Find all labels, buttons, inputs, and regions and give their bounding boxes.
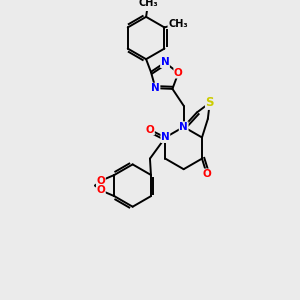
Text: O: O <box>97 185 105 195</box>
Text: O: O <box>97 176 105 186</box>
Text: O: O <box>174 68 183 78</box>
Text: N: N <box>179 122 188 132</box>
Text: N: N <box>161 133 170 142</box>
Text: N: N <box>160 58 169 68</box>
Text: CH₃: CH₃ <box>168 19 188 28</box>
Text: N: N <box>151 83 160 93</box>
Text: O: O <box>202 169 211 179</box>
Text: CH₃: CH₃ <box>138 0 158 8</box>
Text: S: S <box>206 96 214 110</box>
Text: O: O <box>146 125 154 135</box>
